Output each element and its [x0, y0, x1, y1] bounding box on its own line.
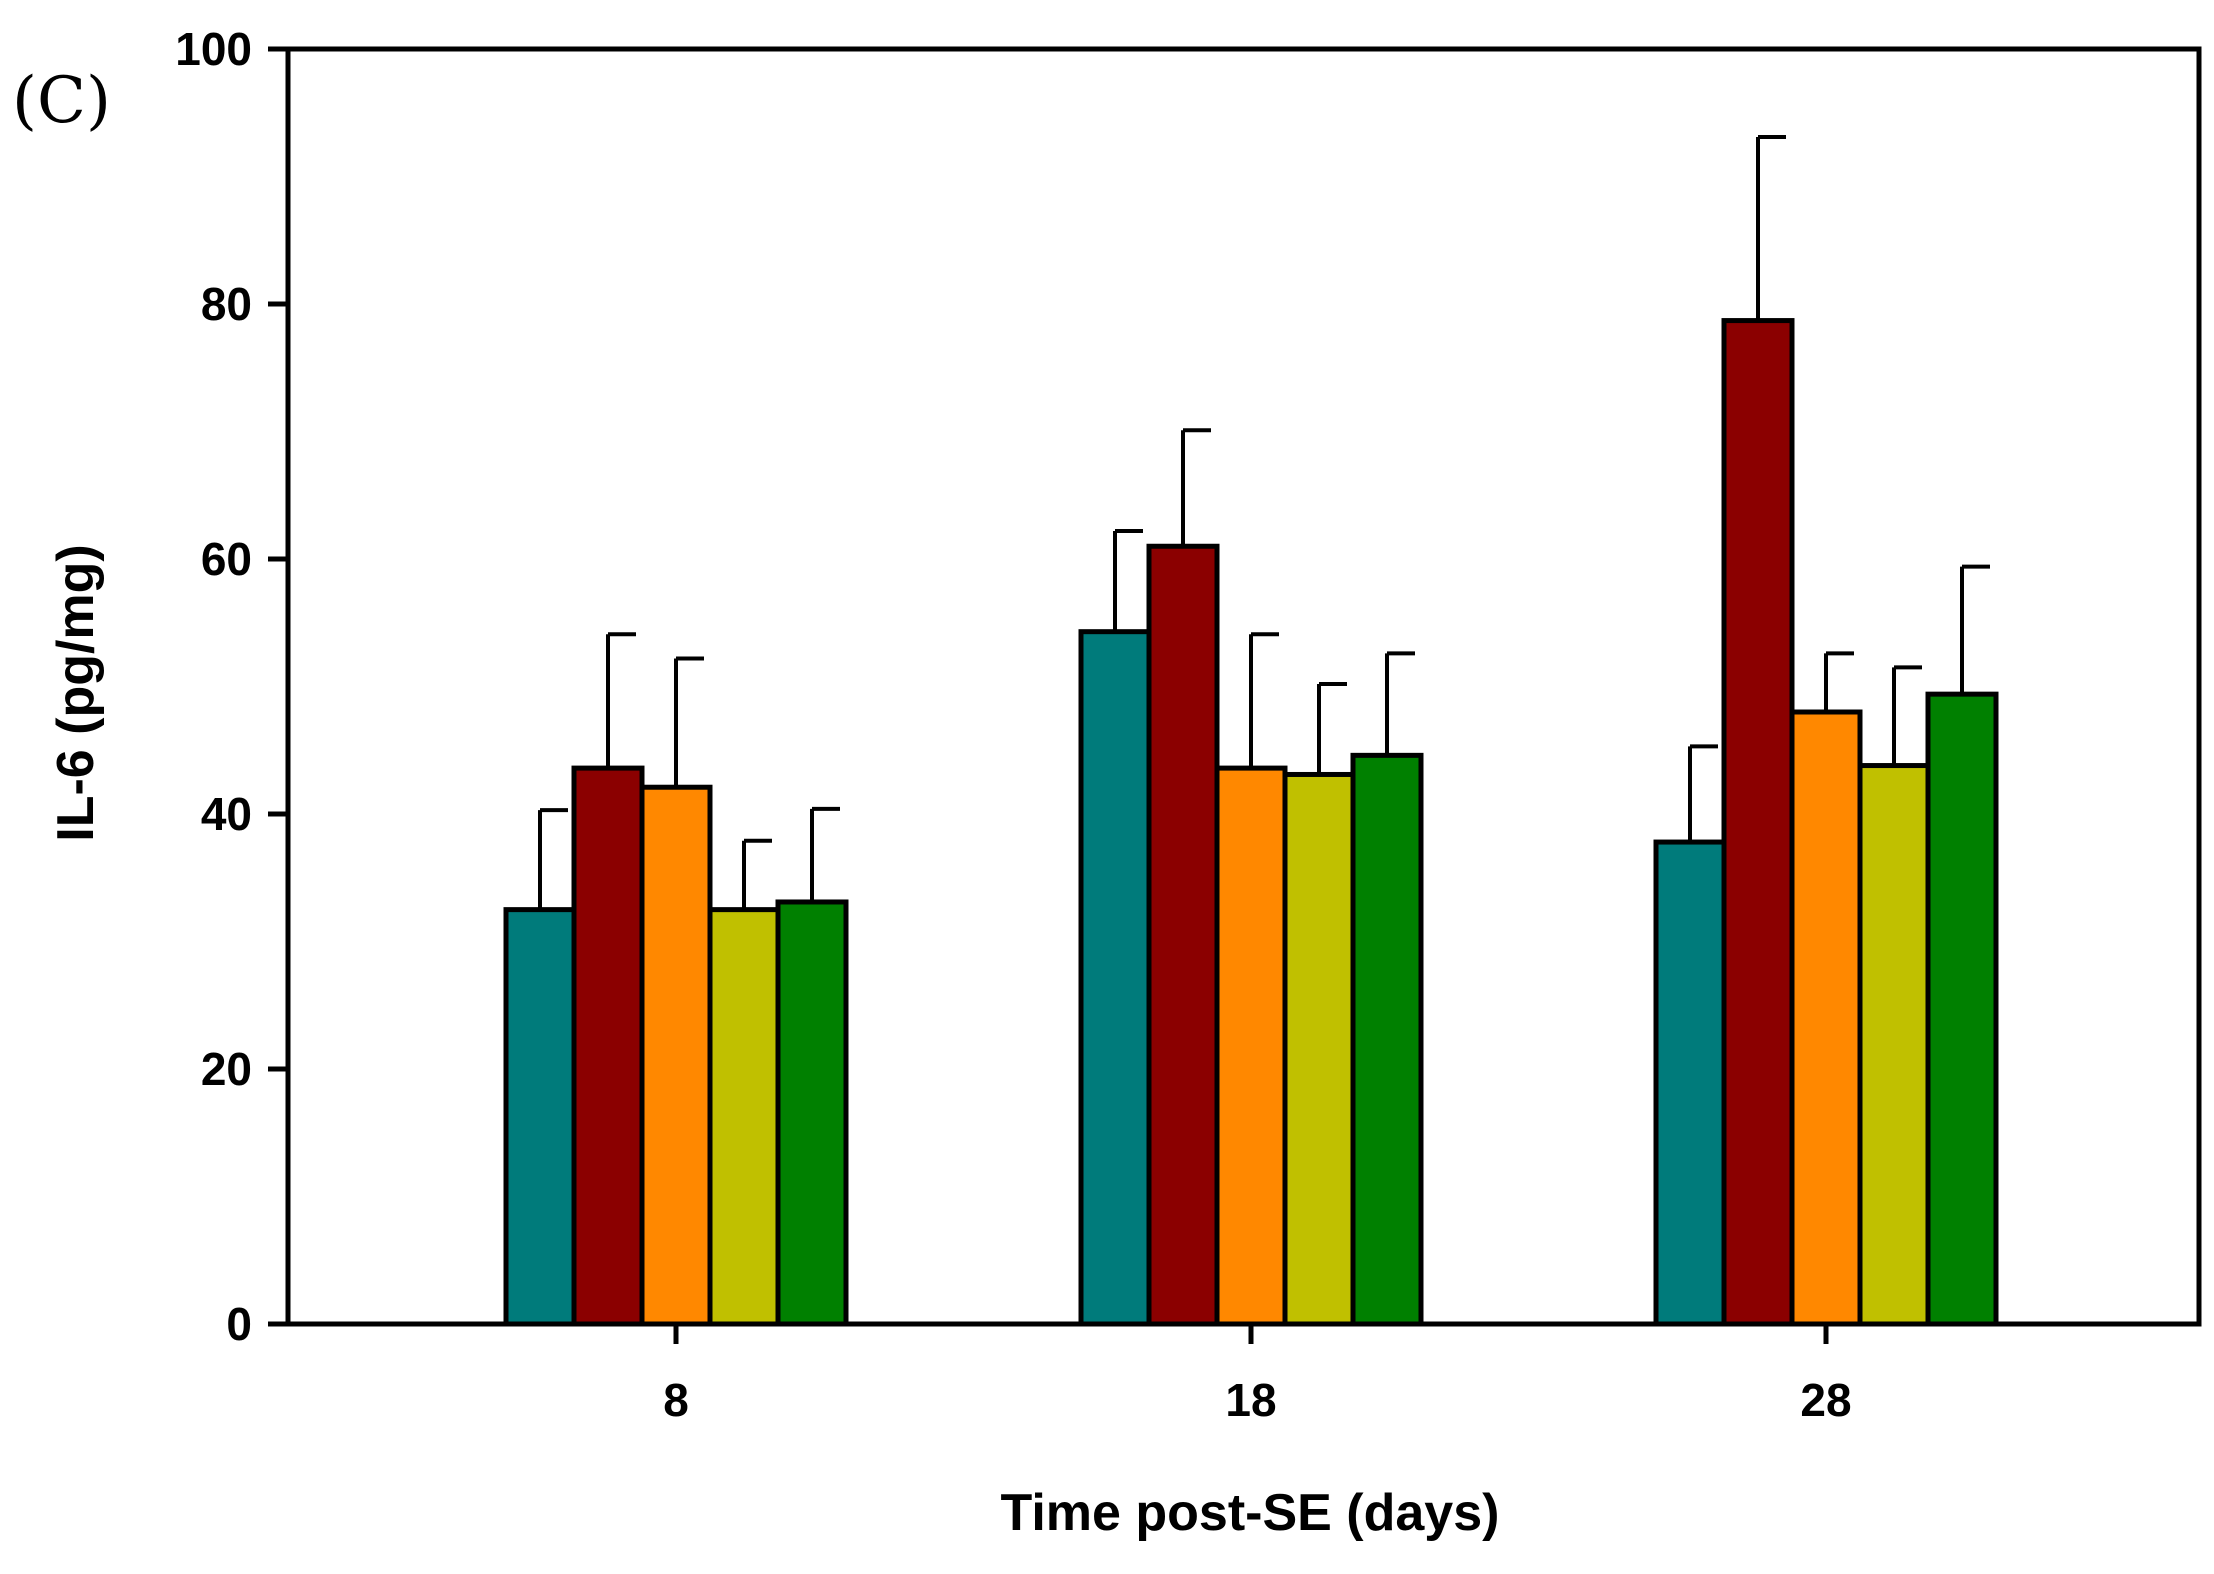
- panel-label: (C): [12, 64, 111, 138]
- plot-area: 0 20 40 60 80 100 8 18 28: [175, 23, 2202, 1426]
- bar-5-day-8: [775, 899, 849, 1327]
- bar-4-day-8: [707, 907, 781, 1327]
- bar-4-day-18: [1282, 771, 1356, 1327]
- plot-frame: [285, 46, 2202, 1327]
- bar-2-day-28: [1721, 318, 1795, 1327]
- bar-1-day-18: [1078, 629, 1152, 1327]
- bar-1-day-28: [1653, 839, 1727, 1327]
- x-tick-label: 18: [1225, 1374, 1276, 1426]
- bar-3-day-18: [1214, 765, 1288, 1327]
- x-tick-label: 28: [1800, 1374, 1851, 1426]
- bar-5-day-28: [1925, 691, 1999, 1327]
- y-tick-label: 60: [201, 533, 252, 585]
- bar-2-day-8: [571, 765, 645, 1327]
- x-axis-title: Time post-SE (days): [1001, 1484, 1500, 1542]
- y-tick-label: 40: [201, 788, 252, 840]
- y-axis-title: IL-6 (pg/mg): [47, 544, 105, 842]
- bar-5-day-18: [1350, 752, 1424, 1327]
- y-tick-label: 0: [226, 1298, 252, 1350]
- bar-3-day-28: [1789, 709, 1863, 1327]
- bar-1-day-8: [503, 907, 577, 1327]
- y-tick-label: 20: [201, 1043, 252, 1095]
- y-tick-label: 100: [175, 23, 252, 75]
- bar-2-day-18: [1146, 543, 1220, 1327]
- bar-3-day-8: [639, 784, 713, 1327]
- bar-4-day-28: [1857, 763, 1931, 1327]
- x-tick-label: 8: [663, 1374, 689, 1426]
- y-tick-label: 80: [201, 278, 252, 330]
